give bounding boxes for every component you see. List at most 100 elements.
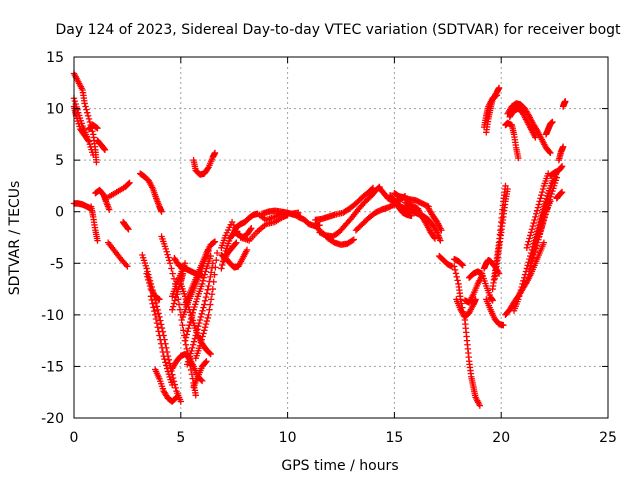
data-point bbox=[187, 315, 195, 323]
data-point bbox=[219, 261, 226, 269]
data-point bbox=[200, 304, 207, 311]
data-point bbox=[83, 133, 91, 140]
data-point bbox=[207, 273, 214, 281]
data-point bbox=[194, 326, 201, 333]
data-point bbox=[159, 348, 167, 356]
data-point bbox=[183, 345, 190, 353]
data-point bbox=[177, 398, 184, 405]
data-point bbox=[170, 275, 178, 282]
data-point bbox=[182, 334, 190, 341]
data-point bbox=[169, 381, 176, 389]
data-point bbox=[527, 229, 535, 236]
data-point bbox=[203, 358, 210, 365]
data-point bbox=[558, 188, 566, 196]
data-point bbox=[151, 307, 158, 315]
data-point bbox=[453, 273, 460, 281]
data-point bbox=[559, 143, 567, 150]
data-point bbox=[542, 211, 549, 219]
data-point bbox=[179, 321, 186, 329]
plot-frame bbox=[73, 56, 609, 419]
data-point bbox=[126, 179, 133, 187]
data-point bbox=[198, 377, 206, 385]
data-point bbox=[184, 328, 191, 335]
data-point bbox=[145, 279, 153, 287]
data-point bbox=[199, 333, 206, 340]
data-point bbox=[553, 174, 560, 181]
x-tick-label: 25 bbox=[599, 430, 617, 446]
data-point bbox=[155, 310, 162, 317]
data-point bbox=[125, 180, 132, 187]
data-point bbox=[166, 260, 174, 267]
data-point bbox=[202, 268, 209, 275]
data-point bbox=[176, 306, 184, 313]
data-point bbox=[451, 263, 458, 270]
data-point bbox=[186, 321, 193, 329]
data-point bbox=[155, 328, 162, 335]
data-point bbox=[500, 321, 507, 329]
data-point bbox=[476, 402, 484, 409]
data-point bbox=[533, 242, 540, 249]
x-tick-label: 10 bbox=[279, 430, 297, 446]
data-point bbox=[558, 163, 566, 170]
data-point bbox=[197, 313, 205, 321]
data-point bbox=[196, 316, 204, 324]
data-point bbox=[530, 219, 537, 227]
data-point bbox=[182, 341, 190, 348]
data-point bbox=[495, 84, 503, 92]
data-point bbox=[525, 238, 532, 245]
data-point bbox=[175, 301, 183, 308]
data-point bbox=[200, 274, 208, 281]
data-point bbox=[82, 103, 89, 110]
data-point bbox=[147, 293, 155, 300]
data-point bbox=[180, 327, 187, 334]
data-point bbox=[198, 336, 205, 343]
x-axis-label: GPS time / hours bbox=[281, 458, 398, 474]
data-point bbox=[210, 278, 217, 286]
data-point bbox=[153, 319, 161, 327]
data-point bbox=[531, 216, 538, 224]
data-point bbox=[169, 303, 177, 310]
data-point bbox=[369, 184, 377, 192]
data-point bbox=[161, 356, 168, 363]
data-point bbox=[152, 299, 160, 307]
data-point bbox=[458, 261, 466, 268]
data-point bbox=[208, 291, 216, 298]
data-point bbox=[181, 260, 189, 267]
data-point bbox=[150, 304, 157, 311]
x-tick-label: 5 bbox=[176, 430, 185, 446]
data-point bbox=[156, 313, 163, 321]
data-point bbox=[191, 335, 199, 342]
data-point bbox=[518, 283, 525, 291]
data-point bbox=[94, 237, 101, 244]
data-point bbox=[190, 338, 198, 345]
data-point bbox=[248, 225, 255, 232]
data-point bbox=[243, 246, 251, 254]
data-point bbox=[71, 97, 79, 105]
data-point bbox=[528, 226, 536, 233]
data-point bbox=[169, 270, 176, 277]
data-point bbox=[146, 282, 154, 290]
data-point bbox=[207, 252, 214, 260]
data-point bbox=[547, 149, 554, 157]
data-point bbox=[172, 394, 179, 402]
data-point bbox=[198, 310, 205, 318]
data-point bbox=[189, 344, 196, 352]
data-point bbox=[170, 300, 178, 307]
data-point bbox=[185, 325, 192, 332]
data-point bbox=[168, 265, 175, 272]
data-point bbox=[153, 303, 161, 310]
data-point bbox=[148, 296, 155, 304]
y-tick-label: -10 bbox=[41, 308, 64, 324]
chart-title: Day 124 of 2023, Sidereal Day-to-day VTE… bbox=[55, 22, 621, 38]
data-point bbox=[539, 185, 547, 193]
data-point bbox=[154, 324, 161, 331]
data-point bbox=[189, 309, 196, 316]
data-point bbox=[534, 204, 542, 211]
data-point bbox=[538, 192, 545, 199]
data-point bbox=[523, 244, 531, 252]
data-point bbox=[535, 236, 542, 243]
data-point bbox=[178, 316, 185, 324]
data-point bbox=[534, 239, 541, 246]
y-tick-label: 0 bbox=[55, 205, 64, 221]
y-tick-label: 15 bbox=[46, 50, 64, 66]
